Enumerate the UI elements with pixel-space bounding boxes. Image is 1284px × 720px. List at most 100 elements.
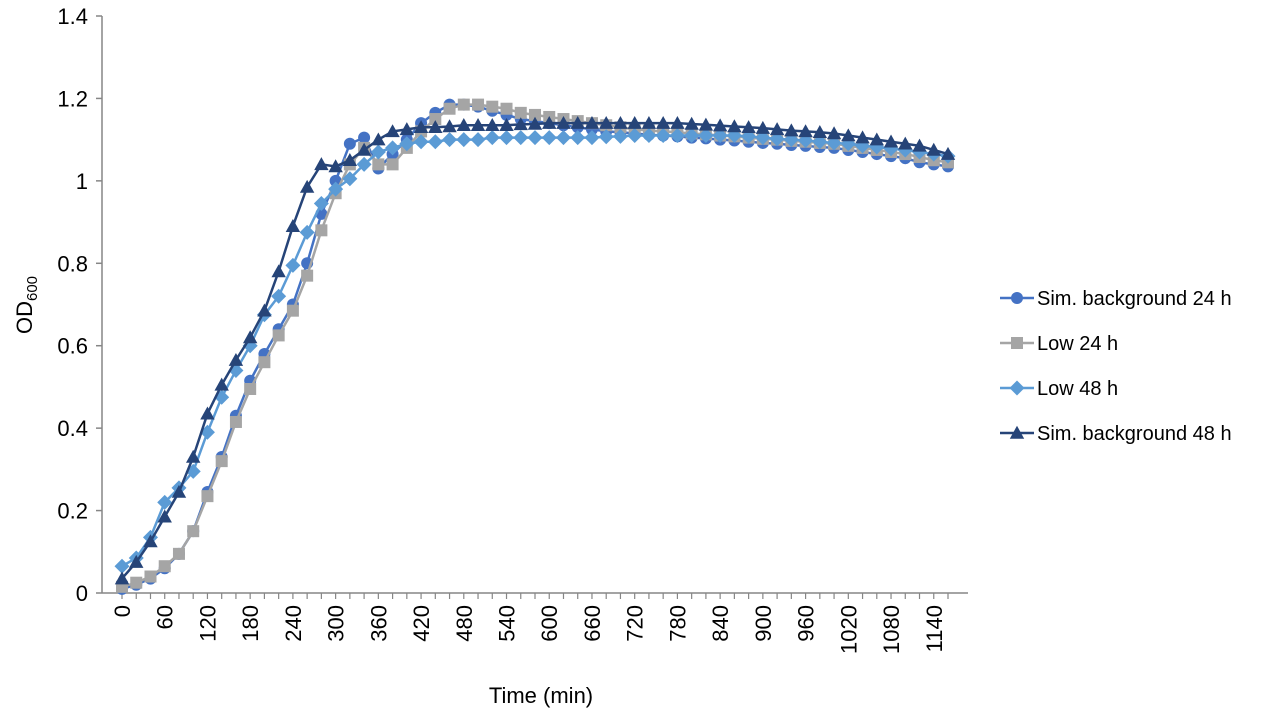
x-tick-label: 1020 [836, 605, 861, 654]
data-point [215, 455, 228, 468]
data-point [855, 130, 870, 144]
data-point [599, 115, 614, 129]
data-point [385, 124, 400, 138]
data-point [158, 560, 171, 573]
data-point [356, 142, 372, 156]
data-point [612, 128, 628, 144]
data-point [413, 134, 429, 150]
data-point [315, 224, 328, 237]
data-point [542, 115, 557, 129]
data-point [513, 130, 529, 146]
x-axis-title: Time (min) [489, 683, 593, 708]
series-low-24-h [116, 98, 954, 593]
x-tick-label: 1140 [922, 605, 947, 652]
data-point [143, 534, 158, 548]
legend-label: Sim. background 24 h [1037, 288, 1232, 310]
x-tick-label: 360 [366, 605, 391, 642]
data-point [698, 117, 714, 131]
data-point [200, 406, 215, 420]
x-tick-label: 540 [495, 605, 520, 642]
y-tick-label: 0.4 [57, 416, 88, 441]
data-point [485, 118, 500, 131]
data-point [271, 264, 286, 278]
data-point [413, 120, 429, 134]
data-point [342, 171, 358, 187]
data-point [285, 257, 301, 273]
data-point [584, 115, 600, 129]
y-axis-title: OD600 [12, 276, 41, 334]
data-point [301, 269, 314, 282]
data-point [399, 122, 415, 136]
data-point [472, 98, 485, 111]
legend-item: Low 24 h [1000, 333, 1118, 355]
data-point [755, 120, 771, 134]
data-point [527, 116, 543, 130]
data-point [371, 132, 386, 146]
y-tick-label: 1.4 [57, 4, 88, 29]
legend-marker [1009, 380, 1025, 396]
data-point [314, 157, 329, 171]
data-point [598, 129, 614, 145]
data-point [684, 116, 699, 130]
data-point [655, 128, 671, 144]
x-tick-label: 660 [580, 605, 605, 642]
data-point [214, 377, 229, 391]
legend-label: Low 24 h [1037, 333, 1118, 355]
data-point [669, 128, 685, 144]
data-point [442, 132, 458, 148]
data-point [186, 449, 201, 463]
legend-label: Low 48 h [1037, 378, 1118, 400]
data-point [244, 382, 257, 395]
legend-label: Sim. background 48 h [1037, 423, 1232, 445]
data-point [356, 156, 372, 172]
axes-layer: 0 0.2 0.4 0.6 0.8 1 1.2 1.4 0 60 120 180 240 300 360 42… [57, 4, 968, 654]
y-tick-label: 0.2 [57, 499, 88, 524]
legend-marker [1009, 425, 1025, 439]
series-sim-background-48-h [114, 115, 956, 585]
data-point [187, 525, 200, 538]
data-point [399, 136, 415, 152]
data-point [328, 181, 344, 197]
data-point [456, 118, 471, 131]
data-point [299, 179, 315, 193]
data-point [114, 571, 130, 585]
y-tick-label: 1.2 [57, 86, 88, 111]
data-point [157, 494, 173, 510]
y-tick-label: 1 [76, 169, 88, 194]
x-tick-label: 480 [452, 605, 477, 642]
x-tick-label: 420 [409, 605, 434, 642]
data-point [570, 115, 585, 129]
data-point [385, 140, 401, 156]
data-point [201, 490, 214, 503]
x-tick-label: 180 [238, 605, 263, 642]
legend: Sim. background 24 h Low 24 h Low 48 h Sim.… [1000, 288, 1232, 445]
data-point [272, 329, 285, 342]
data-point [499, 130, 515, 146]
series-low-48-h [114, 128, 956, 574]
data-point [242, 330, 258, 344]
x-tick-label: 60 [153, 605, 178, 629]
data-point [486, 100, 499, 113]
data-point [513, 117, 528, 131]
legend-marker [1011, 292, 1023, 304]
data-point [470, 118, 486, 131]
x-tick-label: 840 [708, 605, 733, 642]
data-point [883, 134, 899, 148]
data-point [812, 125, 828, 138]
data-point [500, 102, 513, 115]
data-point [684, 128, 700, 144]
data-point [898, 136, 913, 150]
data-point [157, 509, 172, 523]
data-point [655, 115, 671, 129]
data-point [257, 303, 272, 317]
data-point [342, 153, 358, 167]
data-point [555, 130, 571, 146]
data-point [429, 113, 442, 126]
y-tick-label: 0 [76, 581, 88, 606]
data-point [641, 115, 657, 129]
data-point [229, 415, 242, 428]
x-tick-label: 600 [537, 605, 562, 642]
data-point [541, 130, 557, 146]
